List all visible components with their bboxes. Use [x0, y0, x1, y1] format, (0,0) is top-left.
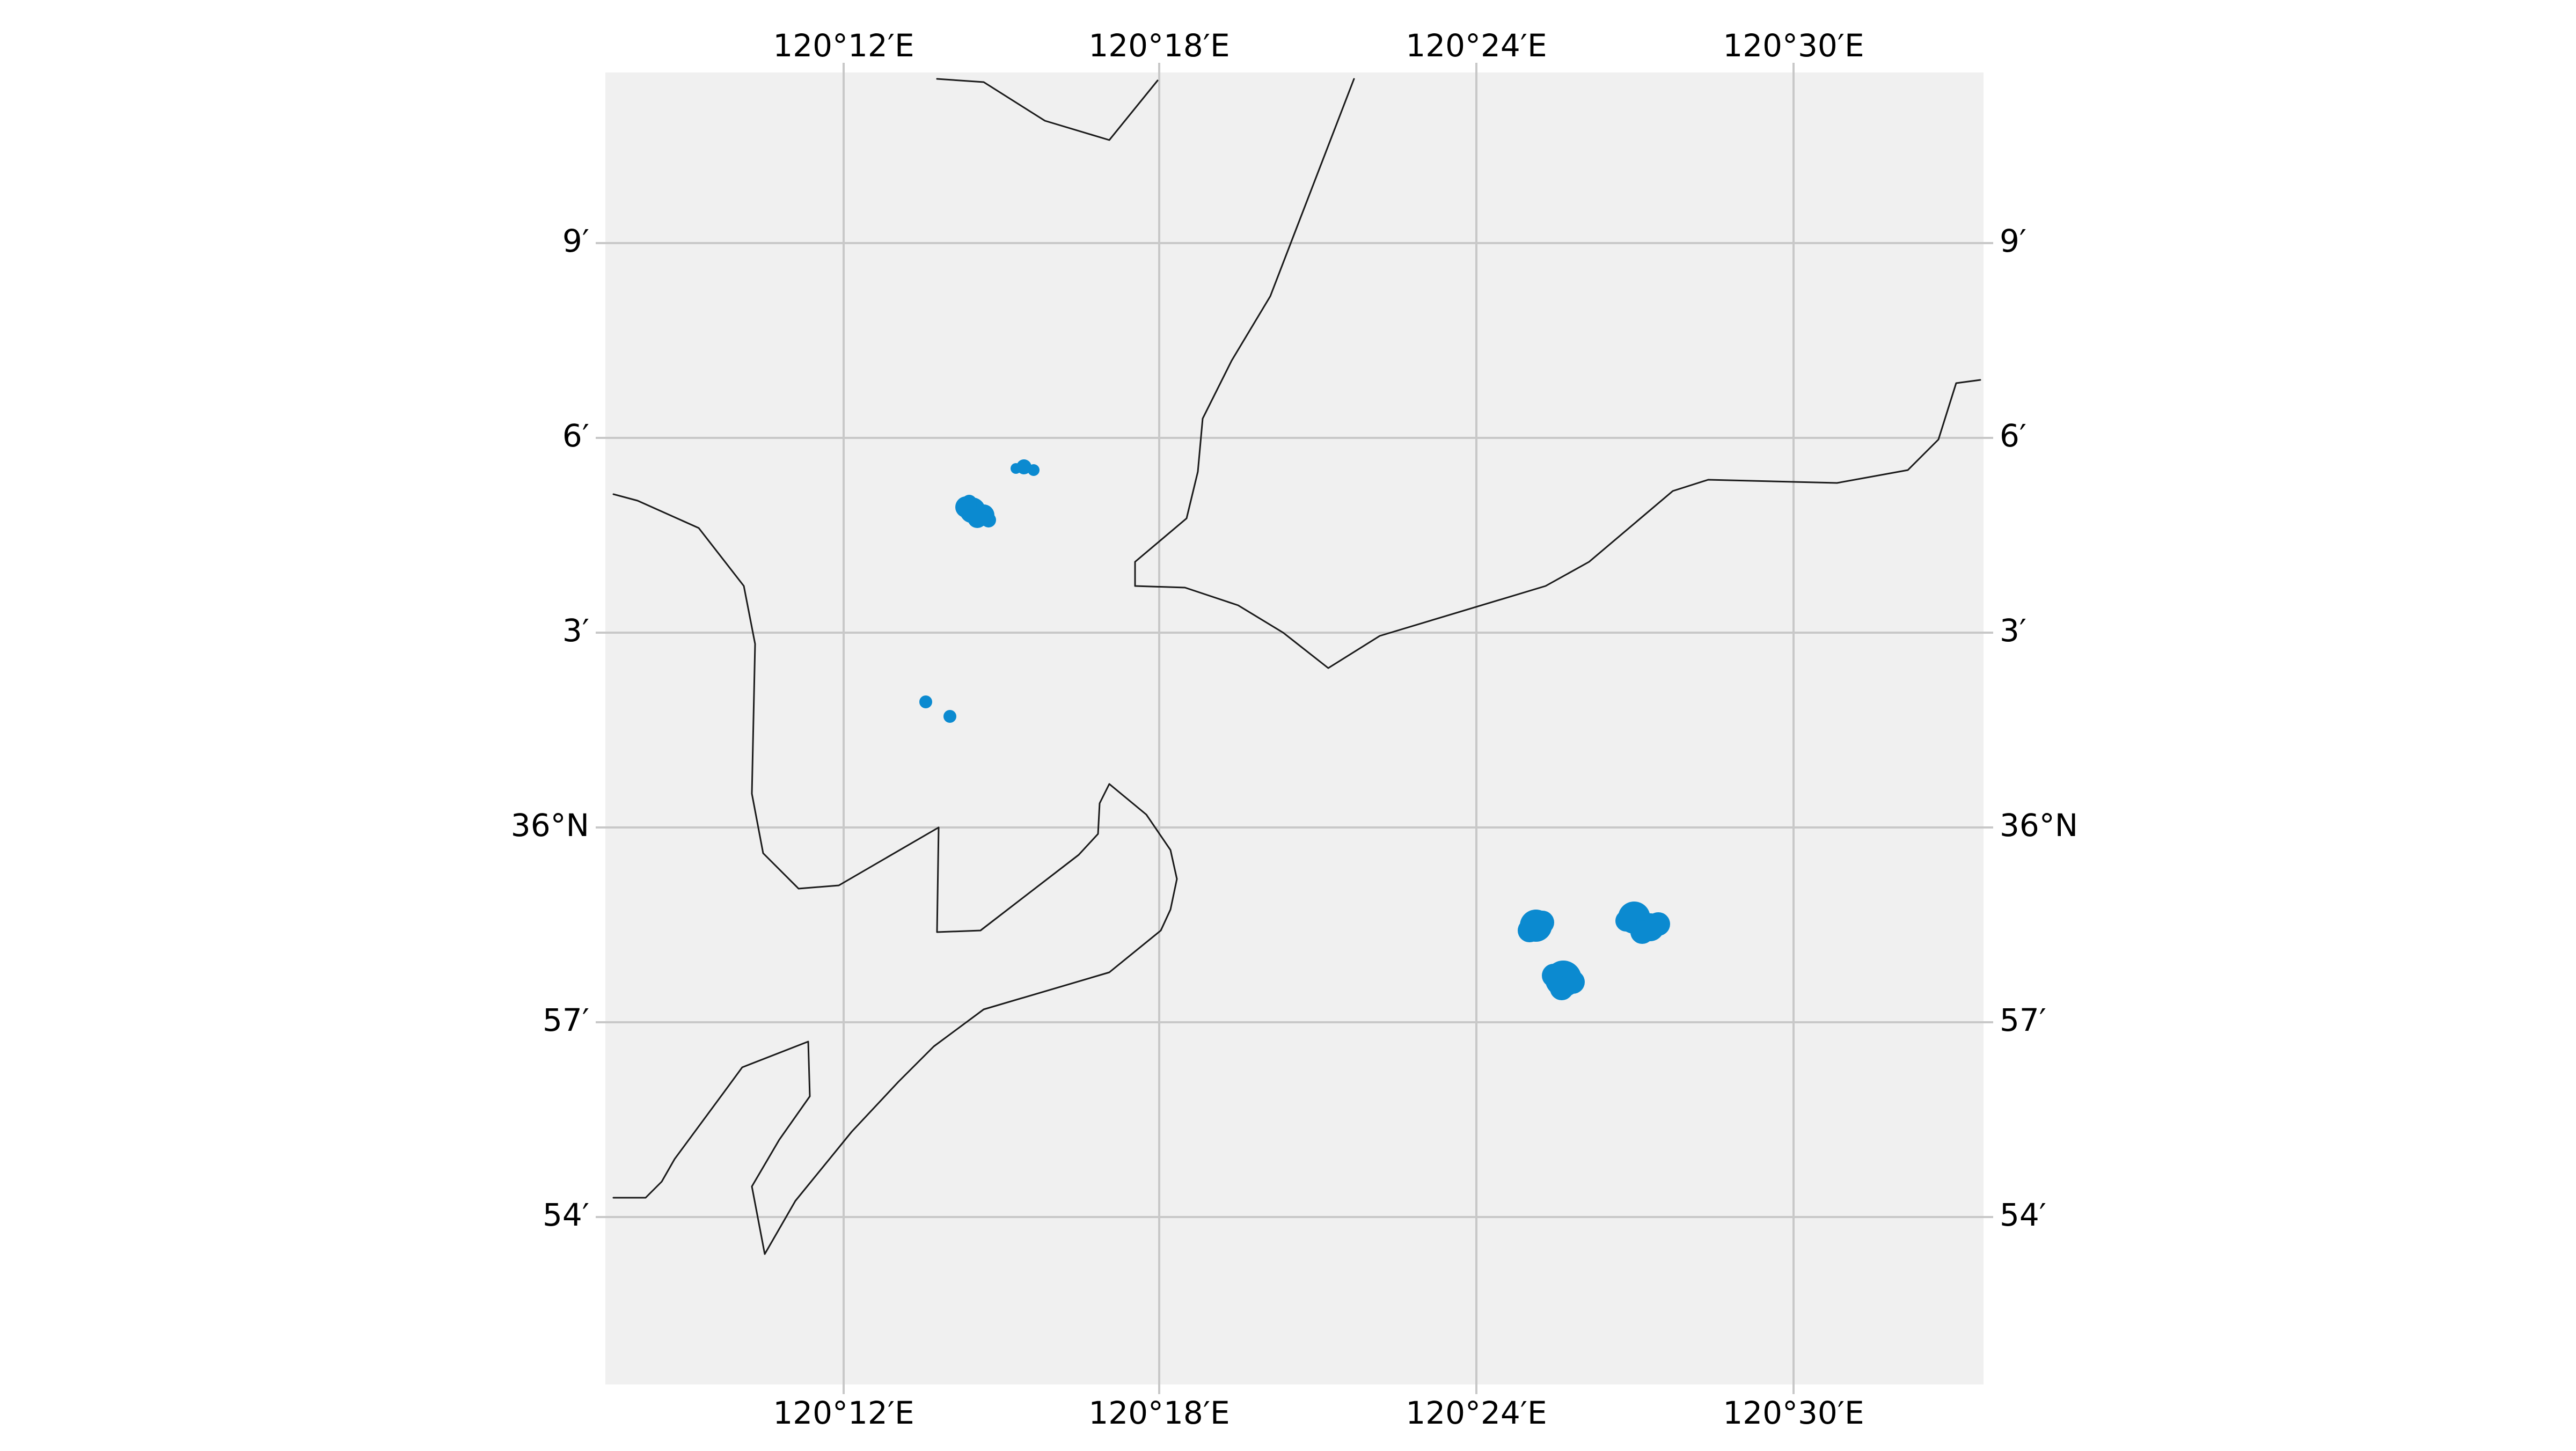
lat-label-left-3: 3′ — [562, 612, 589, 649]
lon-label-bottom-120-30: 120°30′E — [1723, 1395, 1864, 1431]
lat-label-left-9: 9′ — [562, 223, 589, 259]
axis-ticks — [596, 63, 1993, 1394]
lon-label-top-120-30: 120°30′E — [1723, 27, 1864, 64]
lat-label-right-6: 6′ — [2000, 417, 2026, 454]
lat-label-left-57: 57′ — [543, 1002, 589, 1038]
lon-label-bottom-120-12: 120°12′E — [773, 1395, 914, 1431]
graticule — [605, 72, 1984, 1384]
marker-cluster-se-2 — [1615, 902, 1670, 944]
coastline-layer — [612, 78, 1981, 1255]
marker-cluster-se-2-dot-3 — [1630, 920, 1654, 944]
lon-label-top-120-12: 120°12′E — [773, 27, 914, 64]
marker-point-w-1 — [919, 695, 932, 708]
lat-label-left-54: 54′ — [543, 1197, 589, 1233]
lon-label-bottom-120-24: 120°24′E — [1406, 1395, 1547, 1431]
lon-label-top-120-18: 120°18′E — [1088, 27, 1230, 64]
coastline-west — [612, 493, 1178, 1255]
lat-label-right-57: 57′ — [2000, 1002, 2046, 1038]
lon-label-bottom-120-18: 120°18′E — [1088, 1395, 1230, 1431]
marker-cluster-nw-small-dot-1 — [1011, 463, 1021, 474]
map-frame — [605, 72, 1984, 1384]
coastline-northeast — [1134, 78, 1981, 669]
axis-labels: 120°12′E 120°18′E 120°24′E 120°30′E 120°… — [511, 27, 2078, 1431]
coastline-north — [936, 78, 1159, 141]
marker-layer — [919, 459, 1670, 1000]
lat-label-left-6: 6′ — [562, 417, 589, 454]
marker-cluster-se-2-dot-4 — [1615, 910, 1637, 932]
lat-label-right-36n: 36°N — [2000, 807, 2078, 844]
marker-cluster-nw-main — [955, 495, 996, 528]
lat-label-right-3: 3′ — [2000, 612, 2026, 649]
marker-cluster-nw-small — [1011, 459, 1040, 476]
marker-cluster-se-3 — [1542, 961, 1585, 1000]
marker-cluster-nw-main-dot-5 — [981, 512, 996, 527]
marker-point-w-2 — [943, 710, 956, 723]
marker-cluster-nw-small-dot-2 — [1028, 464, 1040, 476]
marker-point-w-2-dot-0 — [943, 710, 956, 723]
lat-label-right-9: 9′ — [2000, 223, 2026, 259]
marker-cluster-se-1 — [1518, 910, 1554, 942]
marker-cluster-se-3-dot-3 — [1550, 977, 1574, 1000]
lat-label-right-54: 54′ — [2000, 1197, 2046, 1233]
lon-label-top-120-24: 120°24′E — [1406, 27, 1547, 64]
marker-point-w-1-dot-0 — [919, 695, 932, 708]
marker-cluster-se-1-dot-2 — [1531, 911, 1554, 934]
marker-cluster-nw-main-dot-4 — [962, 495, 977, 510]
lat-label-left-36n: 36°N — [511, 807, 589, 844]
